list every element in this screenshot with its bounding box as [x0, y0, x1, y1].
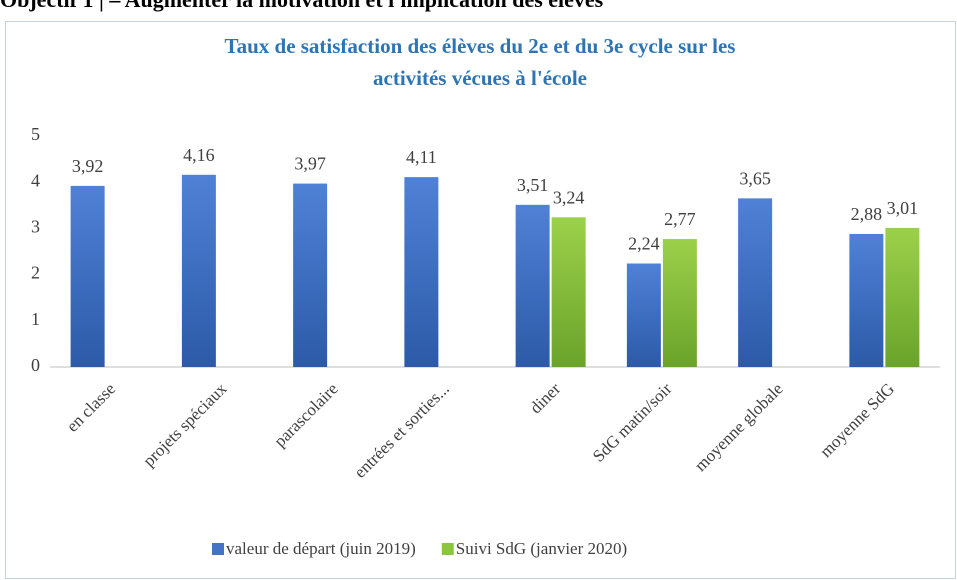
data-label: 3,24: [553, 187, 585, 207]
bar: [181, 174, 216, 367]
bar: [662, 239, 697, 367]
y-tick-label: 2: [31, 263, 40, 283]
legend-swatch: [441, 543, 454, 555]
data-label: 3,92: [72, 156, 104, 176]
y-tick-label: 3: [31, 217, 40, 237]
data-label: 3,51: [517, 175, 549, 195]
legend-label: valeur de départ (juin 2019): [226, 539, 416, 558]
legend-swatch: [212, 543, 224, 555]
bar: [738, 198, 773, 367]
y-tick-label: 1: [31, 309, 40, 329]
bar: [404, 177, 439, 367]
y-tick-label: 4: [31, 170, 40, 190]
bar: [293, 183, 328, 367]
data-label: 3,97: [294, 154, 326, 174]
data-label: 3,65: [739, 168, 771, 188]
bar: [626, 263, 661, 367]
chart-title: Taux de satisfaction des élèves du 2e et…: [225, 34, 736, 58]
y-tick-label: 0: [31, 355, 40, 375]
chart-title: activités vécues à l'école: [373, 66, 587, 90]
data-label: 2,77: [664, 209, 696, 229]
bar: [515, 204, 550, 367]
data-label: 2,88: [851, 204, 883, 224]
bar: [849, 233, 884, 367]
data-label: 4,11: [406, 147, 437, 167]
chart-frame: [5, 21, 956, 579]
heading: Objectif 1 | – Augmenter la motivation e…: [0, 0, 604, 12]
data-label: 3,01: [887, 198, 919, 218]
legend-label: Suivi SdG (janvier 2020): [456, 539, 627, 558]
bar: [885, 227, 920, 367]
bar: [70, 185, 105, 367]
data-label: 2,24: [628, 234, 660, 254]
bar: [551, 217, 586, 367]
data-label: 4,16: [183, 145, 215, 165]
y-tick-label: 5: [31, 124, 40, 144]
